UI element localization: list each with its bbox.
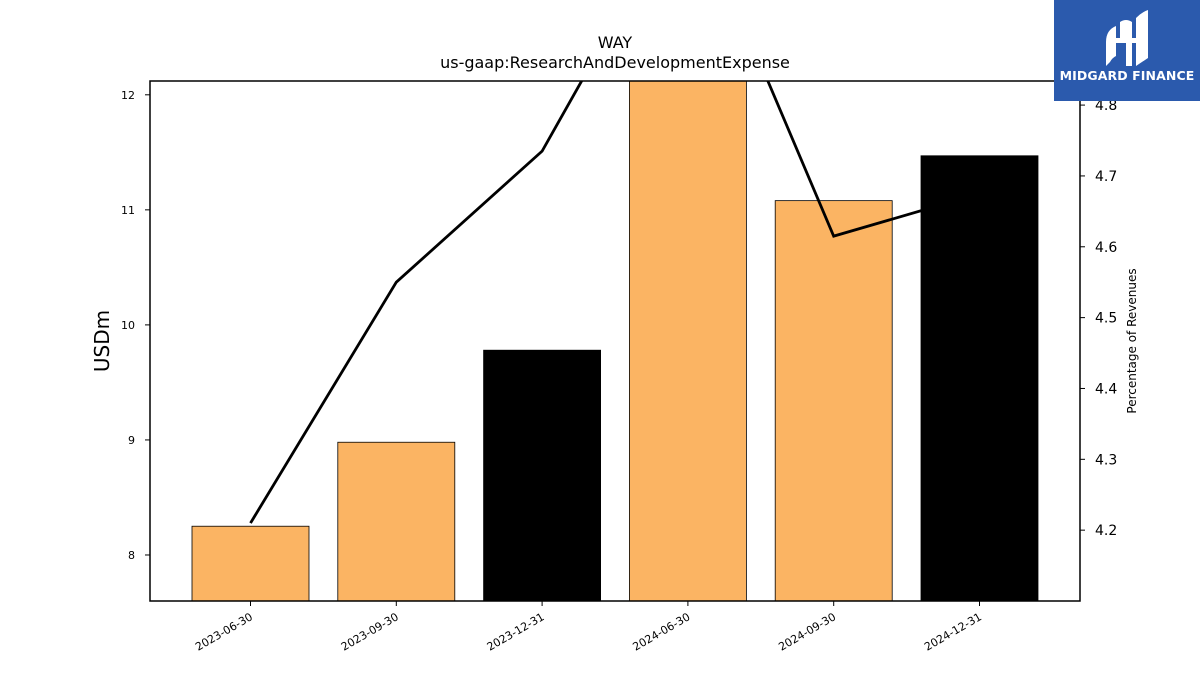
y-right-tick-label-4.4: 4.4 (1095, 381, 1117, 397)
y-right-tick-label-4.5: 4.5 (1095, 311, 1117, 327)
chart-subtitle: us-gaap:ResearchAndDevelopmentExpense (440, 53, 790, 72)
y-right-tick-label-4.3: 4.3 (1095, 452, 1117, 468)
y-right-tick-label-4.2: 4.2 (1095, 523, 1117, 539)
x-tick-label-2023-09-30: 2023-09-30 (339, 610, 401, 653)
logo-text: MIDGARD FINANCE (1059, 68, 1195, 83)
x-tick-label-2024-09-30: 2024-09-30 (776, 610, 838, 653)
plot-frame (149, 80, 1081, 602)
x-tick-label-2024-12-31: 2024-12-31 (922, 610, 984, 653)
y-right-tick-label-4.6: 4.6 (1095, 240, 1117, 256)
chart-title: WAY (598, 33, 633, 52)
x-tick-label-2023-06-30: 2023-06-30 (193, 610, 255, 653)
y-tick-label-11: 11 (121, 204, 135, 217)
x-tick-label-2023-12-31: 2023-12-31 (485, 610, 547, 653)
y-right-tick-label-4.8: 4.8 (1095, 98, 1117, 114)
y-axis-label: USDm (90, 310, 114, 372)
y-tick-label-10: 10 (121, 319, 135, 332)
midgard-finance-logo: MIDGARD FINANCE (1054, 0, 1200, 101)
bar-2023-09-30 (337, 441, 456, 601)
bar-2024-09-30 (774, 200, 893, 601)
bar-2024-12-31 (920, 155, 1039, 601)
x-tick-label-2024-06-30: 2024-06-30 (631, 610, 693, 653)
y-tick-label-9: 9 (128, 434, 135, 447)
bar-2024-06-30 (629, 81, 747, 601)
percentage-line (249, 81, 980, 524)
bar-2023-06-30 (191, 525, 310, 601)
line-layer (249, 81, 980, 524)
bar-2023-12-31 (483, 349, 602, 601)
y-right-tick-label-4.7: 4.7 (1095, 169, 1117, 185)
y-tick-label-8: 8 (128, 549, 135, 562)
y-axis-right-label: Percentage of Revenues (1125, 268, 1139, 413)
y-tick-label-12: 12 (121, 89, 135, 102)
midgard-logo-icon (1106, 10, 1148, 66)
bars-layer (191, 81, 1039, 601)
